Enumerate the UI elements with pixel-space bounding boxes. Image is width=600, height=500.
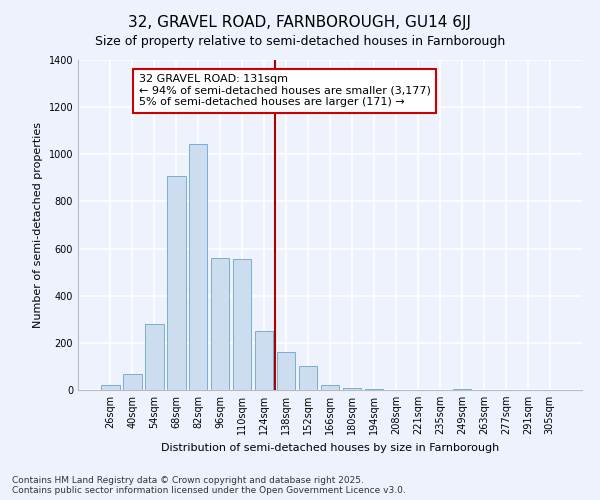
Bar [320,386,340,390]
Text: Contains HM Land Registry data © Crown copyright and database right 2025.
Contai: Contains HM Land Registry data © Crown c… [12,476,406,495]
Bar [299,366,317,390]
Bar [255,331,274,390]
Text: Size of property relative to semi-detached houses in Farnborough: Size of property relative to semi-detach… [95,35,505,48]
Bar [145,324,164,390]
Bar [101,386,119,390]
Bar [167,176,185,390]
Bar [211,258,229,390]
X-axis label: Distribution of semi-detached houses by size in Farnborough: Distribution of semi-detached houses by … [161,442,499,452]
Bar [277,352,295,390]
Bar [233,259,251,390]
Bar [189,144,208,390]
Bar [452,389,471,390]
Bar [343,388,361,390]
Text: 32, GRAVEL ROAD, FARNBOROUGH, GU14 6JJ: 32, GRAVEL ROAD, FARNBOROUGH, GU14 6JJ [128,15,472,30]
Bar [123,374,142,390]
Text: 32 GRAVEL ROAD: 131sqm
← 94% of semi-detached houses are smaller (3,177)
5% of s: 32 GRAVEL ROAD: 131sqm ← 94% of semi-det… [139,74,431,108]
Bar [365,389,383,390]
Y-axis label: Number of semi-detached properties: Number of semi-detached properties [33,122,43,328]
